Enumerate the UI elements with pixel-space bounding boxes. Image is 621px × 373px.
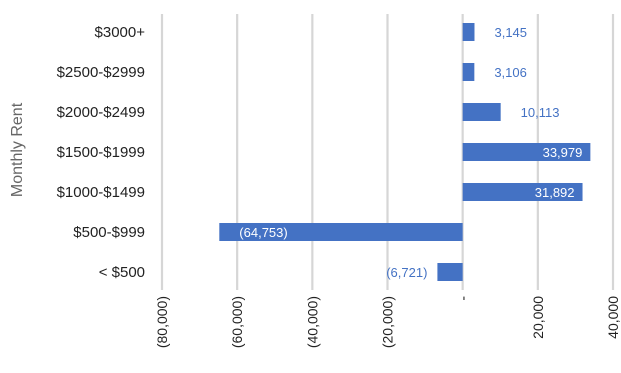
x-tick-label-5: 20,000: [530, 296, 546, 339]
category-label-1000-1499: $1000-$1499: [57, 184, 145, 201]
category-label-500: < $500: [99, 264, 145, 281]
x-tick-label-3: (20,000): [380, 296, 396, 348]
bar-500-999: [219, 223, 463, 241]
data-labels: 3,145 3,106 10,113 33,979 31,892 (64,753) (6,7…: [239, 25, 582, 280]
bar-1500-1999: [462, 143, 591, 161]
x-tick-labels: (80,000) (60,000) (40,000) (20,000) - 20,000 4…: [154, 296, 621, 348]
data-label-500: (6,721): [386, 265, 427, 280]
data-label-500-999: (64,753): [239, 225, 287, 240]
data-label-2000-2499: 10,113: [521, 105, 560, 120]
y-axis-title: Monthly Rent: [9, 102, 26, 197]
data-label-3000: 3,145: [494, 25, 527, 40]
bar-2500-2999: [462, 63, 475, 81]
bar-2000-2499: [462, 103, 501, 121]
bars: [219, 23, 591, 281]
x-tick-label-2: (40,000): [304, 296, 320, 348]
category-label-2500-2999: $2500-$2999: [57, 64, 145, 81]
bar-3000: [462, 23, 475, 41]
x-tick-label-0: (80,000): [154, 296, 170, 348]
category-label-2000-2499: $2000-$2499: [57, 104, 145, 121]
x-tick-label-1: (60,000): [229, 296, 245, 348]
x-tick-label-6: 40,000: [605, 296, 621, 339]
bar-1000-1499: [462, 183, 583, 201]
category-label-500-999: $500-$999: [73, 224, 145, 241]
data-label-1500-1999: 33,979: [543, 145, 583, 160]
data-label-2500-2999: 3,106: [494, 65, 527, 80]
category-label-1500-1999: $1500-$1999: [57, 144, 145, 161]
category-labels: $3000+ $2500-$2999 $2000-$2499 $1500-$1999 $…: [57, 24, 146, 281]
bar-500: [437, 263, 463, 281]
x-tick-label-4: -: [455, 296, 471, 301]
category-label-3000: $3000+: [95, 24, 146, 41]
data-label-1000-1499: 31,892: [535, 185, 575, 200]
